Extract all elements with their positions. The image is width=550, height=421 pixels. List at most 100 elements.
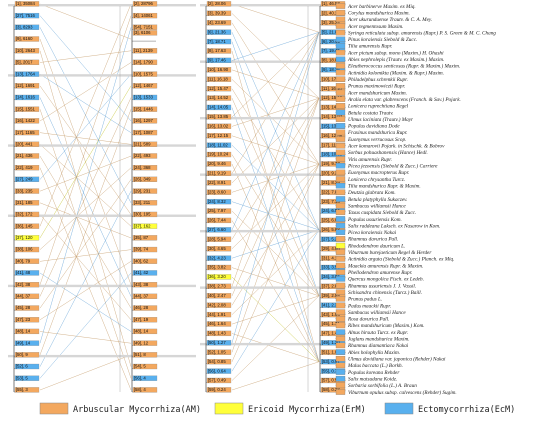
node-label: [14], 1616 xyxy=(16,95,36,100)
node-box xyxy=(206,377,232,384)
node-box xyxy=(132,118,158,124)
crossing-link xyxy=(231,79,320,165)
node-label: [26], 349 xyxy=(134,177,151,182)
node-label: [58], 4 xyxy=(134,387,147,392)
species-label: Actinidia arguta (Siebold & Zucc.) Planc… xyxy=(347,256,454,263)
node-box xyxy=(132,235,158,241)
node-box xyxy=(206,349,232,355)
node-box xyxy=(132,328,158,335)
node-box xyxy=(14,363,40,370)
crossing-link xyxy=(39,15,132,285)
species-marker xyxy=(335,349,346,355)
species-marker xyxy=(335,143,346,149)
node-label: [9], 18.16 xyxy=(322,67,341,72)
species-label: Rhamnus diamantiaca Nakai xyxy=(347,343,409,349)
crossing-link xyxy=(39,331,132,344)
crossing-link xyxy=(39,167,132,250)
connecting-links xyxy=(39,3,347,393)
node-label: [37], 2.89 xyxy=(322,284,341,289)
node-label: [5], 2017 xyxy=(16,60,33,65)
crossing-link xyxy=(231,22,320,165)
node-box xyxy=(14,12,40,19)
node-label: [51], 1.07 xyxy=(322,349,341,354)
node-label: [38], 106 xyxy=(16,247,33,252)
separator-band xyxy=(8,214,196,217)
node-label: [11], 16.18 xyxy=(208,76,229,81)
node-label: [36], 145 xyxy=(16,223,33,228)
node-box xyxy=(14,24,40,30)
crossing-link xyxy=(231,163,320,249)
species-label: Ulmus laciniata (Trautv.) Mayr xyxy=(348,116,414,123)
node-label: [47], 19 xyxy=(134,317,149,322)
node-label: [31], 185 xyxy=(16,200,33,205)
species-label: Rhamnus ussuriensis J. J. Vassil. xyxy=(347,283,416,289)
node-box xyxy=(132,246,158,253)
node-label: [22], 8.91 xyxy=(208,180,227,185)
node-box xyxy=(132,305,158,311)
separator-band xyxy=(200,229,332,233)
separator-band xyxy=(8,4,196,7)
separator-band xyxy=(8,74,196,77)
node-label: [33], 3.56 xyxy=(322,265,341,270)
crossing-link xyxy=(39,354,132,391)
species-marker xyxy=(335,236,346,242)
species-marker xyxy=(335,375,346,382)
species-label: Abies holophylla Maxim. xyxy=(347,350,400,356)
species-marker xyxy=(335,282,346,289)
species-marker xyxy=(335,103,346,109)
species-label: Populus ussuriensis Kom. xyxy=(347,217,402,223)
species-label: Lonicera ruprechtiana Regel xyxy=(347,104,409,110)
separator-band xyxy=(200,60,332,63)
species-marker xyxy=(335,23,346,29)
node-label: [20], 441 xyxy=(16,141,33,146)
node-box xyxy=(14,94,40,101)
species-label: Quercus mongolica Fisch. ex Ledeb. xyxy=(348,277,424,283)
node-box xyxy=(206,340,232,346)
species-label: Prunus maximowiczii Rupr. xyxy=(347,84,405,90)
node-box xyxy=(132,258,158,264)
node-box xyxy=(14,59,40,66)
node-label: [51], 8 xyxy=(134,352,147,357)
node-box xyxy=(132,83,158,89)
node-label: [2], 40.18 xyxy=(322,11,341,16)
node-label: [13], 14.52 xyxy=(208,95,229,100)
species-label: Juglans mandshurica Maxim. xyxy=(348,337,410,343)
node-label: [45], 28 xyxy=(16,305,31,310)
node-label: [6], 21.36 xyxy=(208,29,227,34)
node-label: [22], 7.84 xyxy=(322,189,341,194)
node-label: [52], 1.05 xyxy=(208,349,227,354)
node-label: [34], 3.06 xyxy=(322,274,341,279)
node-box xyxy=(132,129,158,136)
node-label: [52], 6 xyxy=(16,364,29,369)
node-box xyxy=(320,246,346,252)
crossing-link xyxy=(39,202,132,239)
node-box xyxy=(14,282,40,288)
species-label: Malus baccata (L.) Borkh. xyxy=(347,362,403,369)
species-label: Schisandra chinensis (Turcz.) Baill. xyxy=(348,289,422,296)
node-box xyxy=(14,153,40,159)
species-label: Picea koraiensis Nakai xyxy=(347,230,397,236)
species-marker xyxy=(335,109,346,116)
node-box xyxy=(132,363,158,370)
node-label: [16], 12.56 xyxy=(322,133,343,138)
crossing-link xyxy=(231,97,320,127)
species-label: Fraxinus mandshurica Rupr. xyxy=(347,130,408,136)
crossing-link xyxy=(39,97,132,297)
crossing-link xyxy=(231,229,320,315)
node-label: [25], 6.09 xyxy=(322,218,341,223)
species-marker xyxy=(335,123,346,129)
node-box xyxy=(206,1,232,7)
species-label: Sambucus williamsii Hance xyxy=(348,310,406,316)
species-marker xyxy=(335,29,346,36)
crossing-link xyxy=(39,261,132,321)
node-box xyxy=(206,161,232,167)
node-box xyxy=(132,30,158,36)
species-marker xyxy=(335,209,346,216)
node-box xyxy=(14,223,40,229)
node-label: [17], 1087 xyxy=(134,130,154,135)
node-label: [39], 2.58 xyxy=(322,293,341,298)
node-box xyxy=(206,359,232,365)
legend-label-erm: Ericoid Mycorrhiza(ErM) xyxy=(248,405,366,415)
species-marker xyxy=(335,43,346,49)
node-box xyxy=(132,94,158,101)
